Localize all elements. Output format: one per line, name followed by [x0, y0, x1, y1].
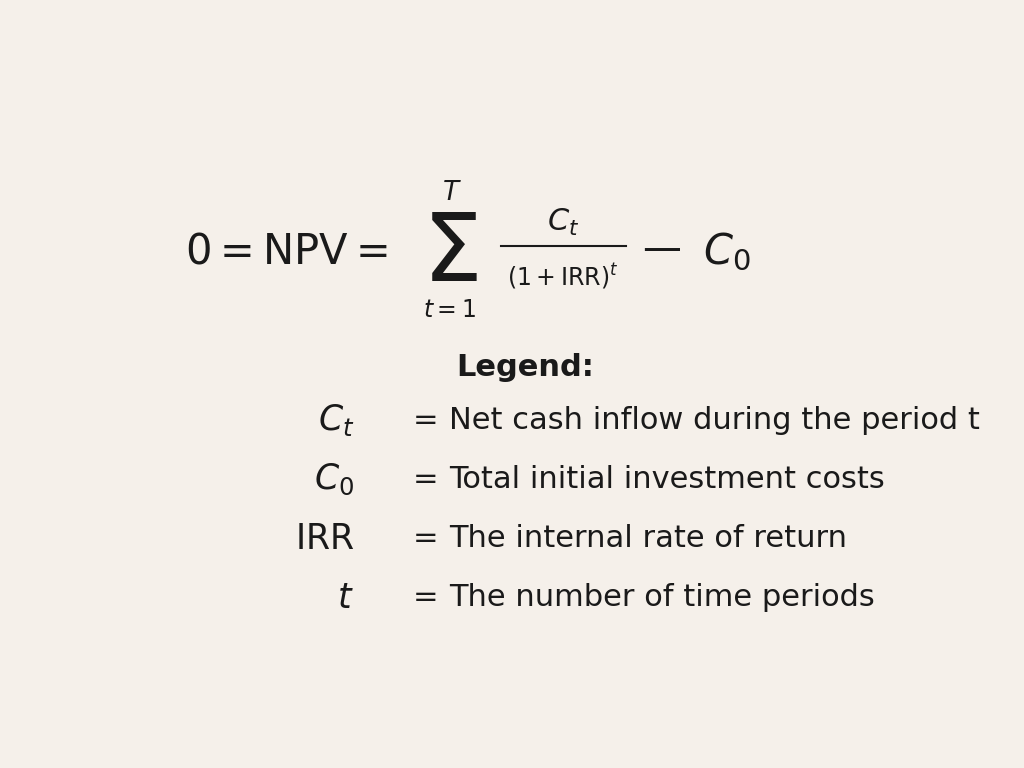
Text: Net cash inflow during the period t: Net cash inflow during the period t [450, 406, 980, 435]
Text: Total initial investment costs: Total initial investment costs [450, 465, 885, 494]
Text: =: = [413, 406, 438, 435]
Text: $\Sigma$: $\Sigma$ [422, 209, 477, 301]
Text: The internal rate of return: The internal rate of return [450, 524, 848, 553]
Text: $T$: $T$ [442, 180, 462, 206]
Text: $t=1$: $t=1$ [423, 298, 476, 322]
Text: $C_0$: $C_0$ [314, 462, 354, 497]
Text: $(1+\mathrm{IRR})^t$: $(1+\mathrm{IRR})^t$ [507, 262, 618, 291]
Text: Legend:: Legend: [456, 353, 594, 382]
Text: —: — [642, 230, 681, 268]
Text: $\mathrm{IRR}$: $\mathrm{IRR}$ [295, 521, 354, 555]
Text: $t$: $t$ [338, 581, 354, 614]
Text: $C_t$: $C_t$ [547, 207, 579, 238]
Text: =: = [413, 465, 438, 494]
Text: =: = [413, 583, 438, 612]
Text: $0 = \mathrm{NPV} =$: $0 = \mathrm{NPV} =$ [185, 231, 388, 273]
Text: $C_t$: $C_t$ [317, 402, 354, 439]
Text: $C_0$: $C_0$ [703, 230, 751, 273]
Text: =: = [413, 524, 438, 553]
Text: The number of time periods: The number of time periods [450, 583, 876, 612]
